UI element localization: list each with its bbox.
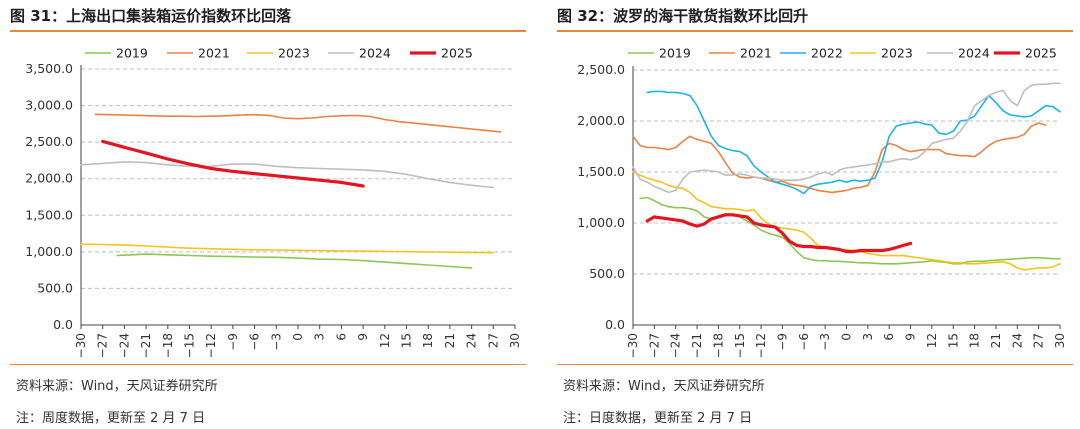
chart-svg-left: 0.0 500.0 1,000.0 1,500.0 2,000.0 2,500.0 3,00… [10, 32, 526, 364]
y-tick-label: 0.0 [605, 317, 625, 332]
update-note: 注：周度数据，更新至 2 月 7 日 [16, 407, 205, 426]
x-tick-label: −12 [754, 333, 768, 358]
chart-svg-right: 0.0500.01,000.01,500.02,000.02,500.0−30−… [557, 32, 1073, 364]
x-tick-label: 24 [1010, 333, 1024, 348]
y-tick-label: 2,000.0 [577, 113, 625, 128]
legend-label: 2024 [958, 46, 990, 61]
legend-label: 2019 [659, 46, 691, 61]
chart-title: 图 31：上海出口集装箱运价指数环比回落 [10, 5, 291, 26]
x-tick-label: −27 [96, 333, 110, 358]
x-tick-label: 27 [1032, 333, 1046, 348]
x-tick-label: −21 [690, 333, 704, 358]
y-tick-label: 1,500.0 [25, 207, 73, 222]
x-tick-label: −30 [626, 333, 640, 358]
x-tick-label: 6 [882, 333, 896, 341]
x-tick-label: −6 [797, 333, 811, 351]
x-tick-label: −21 [139, 333, 153, 358]
legend-label: 2024 [359, 46, 391, 61]
x-tick-label: 3 [313, 333, 327, 341]
x-tick-label: −12 [204, 333, 218, 358]
legend-label: 2025 [1025, 46, 1057, 61]
x-tick-label: −9 [775, 333, 789, 351]
y-tick-label: 0.0 [53, 317, 73, 332]
series-line-2024 [633, 83, 1060, 192]
x-tick-label: 15 [946, 333, 960, 348]
legend-label: 2019 [116, 46, 148, 61]
x-tick-label: −27 [647, 333, 661, 358]
chart-title: 图 32：波罗的海干散货指数环比回升 [557, 5, 808, 26]
x-tick-label: 15 [400, 333, 414, 348]
x-tick-label: −6 [248, 333, 262, 351]
series-line-2021 [96, 114, 501, 132]
series-line-2024 [81, 162, 493, 188]
x-tick-label: −15 [183, 333, 197, 358]
legend-label: 2023 [881, 46, 913, 61]
y-tick-label: 2,500.0 [577, 62, 625, 77]
x-tick-label: 9 [904, 333, 918, 341]
y-tick-label: 500.0 [37, 280, 73, 295]
y-tick-label: 3,500.0 [25, 61, 73, 76]
chart-panel-left: 图 31：上海出口集装箱运价指数环比回落 0.0 500.0 1,000.0 1,50… [10, 0, 536, 429]
x-tick-label: −9 [226, 333, 240, 351]
x-tick-label: 0 [291, 333, 305, 341]
series-line-2019 [640, 198, 1060, 264]
y-tick-label: 1,500.0 [577, 164, 625, 179]
series-line-2021 [633, 123, 1046, 192]
footer-rule [557, 364, 1073, 365]
x-tick-label: 9 [356, 333, 370, 341]
x-tick-label: 12 [378, 333, 392, 348]
legend-label: 2023 [278, 46, 310, 61]
x-tick-label: −15 [733, 333, 747, 358]
legend-label: 2021 [198, 46, 230, 61]
x-tick-label: 6 [334, 333, 348, 341]
x-tick-label: 18 [968, 333, 982, 348]
x-tick-label: −24 [669, 333, 683, 358]
y-tick-label: 1,000.0 [25, 244, 73, 259]
y-tick-label: 3,000.0 [25, 98, 73, 113]
x-tick-label: 18 [421, 333, 435, 348]
x-tick-label: −18 [711, 333, 725, 358]
chart-panel-right: 图 32：波罗的海干散货指数环比回升 0.0 500.0 1,000.0 1,500.… [557, 0, 1080, 429]
legend-label: 2021 [740, 46, 772, 61]
x-tick-label: 0 [840, 333, 854, 341]
x-tick-label: −3 [269, 333, 283, 351]
series-line-2019 [117, 254, 471, 268]
x-tick-label: 21 [989, 333, 1003, 348]
y-tick-label: 2,500.0 [25, 134, 73, 149]
series-line-2025 [647, 215, 910, 252]
footer-rule [10, 364, 526, 365]
x-tick-label: 30 [1053, 333, 1067, 348]
x-tick-label: 12 [925, 333, 939, 348]
y-tick-label: 500.0 [589, 266, 625, 281]
x-tick-label: −24 [117, 333, 131, 358]
x-tick-label: 3 [861, 333, 875, 341]
source-note: 资料来源：Wind，天风证券研究所 [16, 375, 218, 394]
x-tick-label: 27 [486, 333, 500, 348]
x-tick-label: 21 [443, 333, 457, 348]
legend-label: 2022 [811, 46, 843, 61]
x-tick-label: −3 [818, 333, 832, 351]
x-tick-label: 30 [508, 333, 522, 348]
series-line-2023 [633, 172, 1060, 270]
y-tick-label: 2,000.0 [25, 171, 73, 186]
legend-label: 2025 [441, 46, 473, 61]
x-tick-label: −30 [74, 333, 88, 358]
update-note: 注：日度数据，更新至 2 月 7 日 [563, 407, 752, 426]
source-note: 资料来源：Wind，天风证券研究所 [563, 375, 765, 394]
x-tick-label: 24 [465, 333, 479, 348]
x-tick-label: −18 [161, 333, 175, 358]
y-tick-label: 1,000.0 [577, 215, 625, 230]
